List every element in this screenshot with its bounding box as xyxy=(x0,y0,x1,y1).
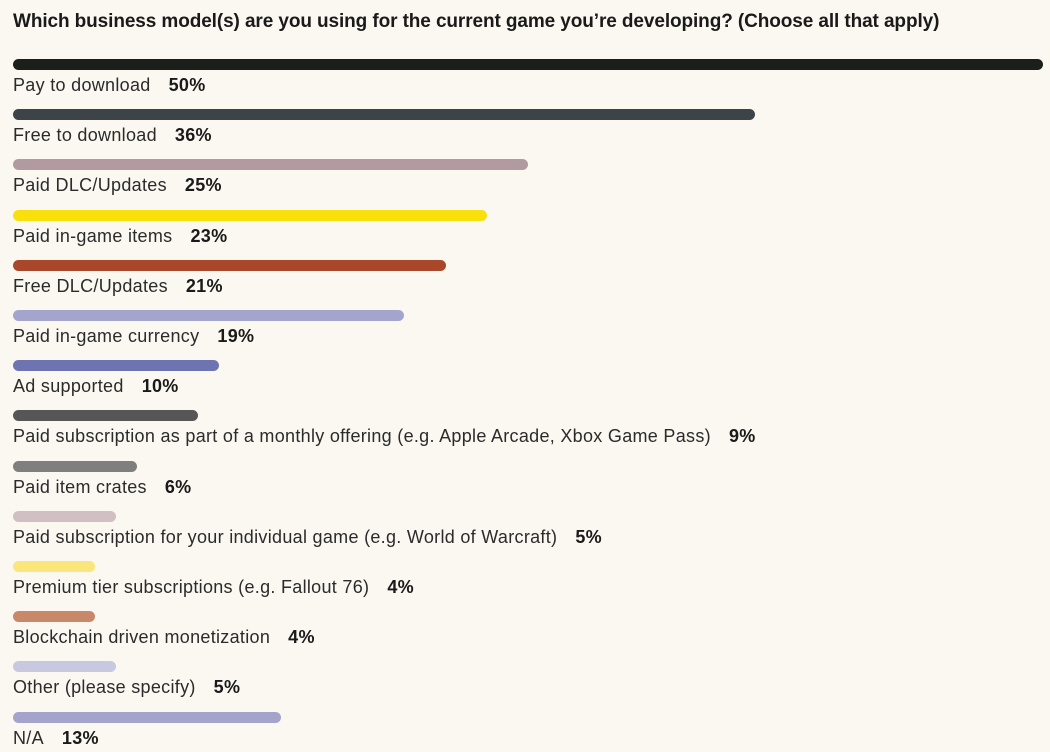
bar-label: Pay to download 50% xyxy=(13,75,206,96)
value-label: 13% xyxy=(61,727,99,748)
value-label: 9% xyxy=(728,426,756,447)
category-label: Paid subscription as part of a monthly o… xyxy=(13,426,711,447)
bar-label: Paid subscription for your individual ga… xyxy=(13,527,602,548)
bar-row: Premium tier subscriptions (e.g. Fallout… xyxy=(13,561,1043,601)
bar-row: Paid in-game currency 19% xyxy=(13,310,1043,350)
bar-row: Blockchain driven monetization 4% xyxy=(13,611,1043,651)
bar xyxy=(13,661,116,673)
bar xyxy=(13,711,281,723)
bar-row: Paid in-game items 23% xyxy=(13,209,1043,250)
value-label: 6% xyxy=(164,476,192,497)
bar-row: Free to download 36% xyxy=(13,109,1043,149)
value-label: 23% xyxy=(190,225,228,246)
category-label: Pay to download xyxy=(13,75,151,95)
category-label: Ad supported xyxy=(13,376,124,397)
value-label: 19% xyxy=(217,326,255,346)
category-label: Premium tier subscriptions (e.g. Fallout… xyxy=(13,577,370,597)
bar-label: Paid in-game currency 19% xyxy=(13,326,254,347)
bar xyxy=(13,460,137,472)
bar-row: Paid item crates 6% xyxy=(13,460,1043,501)
bar-row: Pay to download 50% xyxy=(13,59,1043,99)
category-label: Paid subscription for your individual ga… xyxy=(13,526,558,547)
bar xyxy=(13,159,528,171)
category-label: Free to download xyxy=(13,125,157,146)
value-label: 36% xyxy=(174,125,212,146)
category-label: Paid item crates xyxy=(13,476,147,497)
category-label: Blockchain driven monetization xyxy=(13,627,271,648)
category-label: Paid in-game currency xyxy=(13,326,200,346)
bar-label: Blockchain driven monetization 4% xyxy=(13,627,315,648)
bar-row: Free DLC/Updates 21% xyxy=(13,259,1043,300)
bar-label: Paid subscription as part of a monthly o… xyxy=(13,426,756,447)
bar xyxy=(13,561,96,572)
bar-label: Other (please specify) 5% xyxy=(13,677,240,698)
bar xyxy=(13,209,487,221)
bar-label: Premium tier subscriptions (e.g. Fallout… xyxy=(13,577,414,598)
value-label: 5% xyxy=(575,526,602,547)
bar-label: Paid DLC/Updates 25% xyxy=(13,175,222,196)
bar-label: N/A 13% xyxy=(13,728,99,749)
value-label: 21% xyxy=(185,275,223,296)
bar-row: Paid subscription as part of a monthly o… xyxy=(13,410,1043,450)
bar-row: N/A 13% xyxy=(13,711,1043,752)
bar xyxy=(13,259,446,271)
bar-row: Ad supported 10% xyxy=(13,360,1043,400)
bar-row: Paid DLC/Updates 25% xyxy=(13,159,1043,199)
category-label: Free DLC/Updates xyxy=(13,275,168,296)
value-label: 25% xyxy=(184,175,222,196)
value-label: 10% xyxy=(141,376,179,397)
bar xyxy=(13,410,199,422)
bar-label: Free DLC/Updates 21% xyxy=(13,276,223,297)
bar-label: Paid in-game items 23% xyxy=(13,226,227,247)
category-label: Other (please specify) xyxy=(13,677,196,698)
bar xyxy=(13,109,755,121)
bar-label: Ad supported 10% xyxy=(13,376,179,397)
bar xyxy=(13,360,219,372)
bar xyxy=(13,310,405,321)
bar-row: Other (please specify) 5% xyxy=(13,661,1043,701)
bar xyxy=(13,59,1043,70)
chart-title: Which business model(s) are you using fo… xyxy=(13,11,940,32)
category-label: Paid DLC/Updates xyxy=(13,175,167,196)
value-label: 4% xyxy=(387,577,414,597)
bar xyxy=(13,510,116,522)
category-label: N/A xyxy=(13,727,44,748)
bar-label: Free to download 36% xyxy=(13,125,212,146)
bar-label: Paid item crates 6% xyxy=(13,477,191,498)
bar-row: Paid subscription for your individual ga… xyxy=(13,510,1043,551)
value-label: 50% xyxy=(168,75,206,95)
category-label: Paid in-game items xyxy=(13,225,173,246)
bar xyxy=(13,611,96,623)
value-label: 4% xyxy=(288,627,315,648)
value-label: 5% xyxy=(213,677,241,698)
